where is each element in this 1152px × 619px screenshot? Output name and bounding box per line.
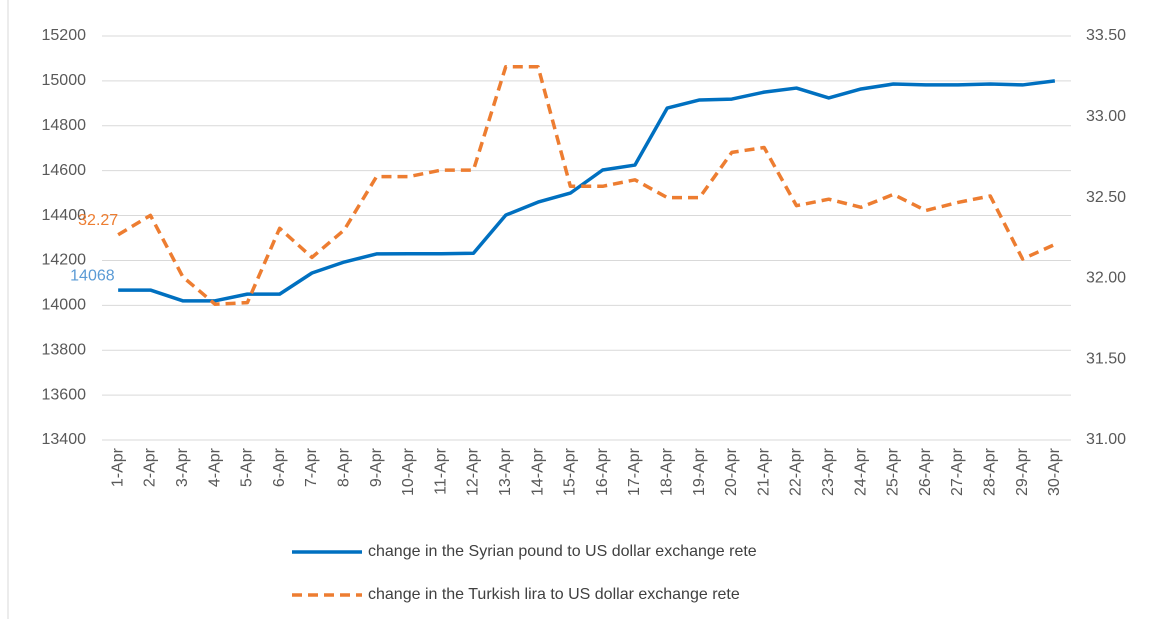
y-tick-label: 15000 [42,72,87,89]
y2-tick-label: 32.00 [1086,270,1126,287]
x-tick-label: 17-Apr [626,447,643,496]
legend-label: change in the Syrian pound to US dollar … [368,543,757,560]
series-line [118,79,1056,303]
y-tick-label: 13600 [42,386,87,403]
legend-label: change in the Turkish lira to US dollar … [368,586,740,603]
x-tick-label: 12-Apr [465,447,482,496]
x-tick-label: 16-Apr [594,447,611,496]
x-tick-label: 22-Apr [788,447,805,496]
x-tick-label: 18-Apr [658,447,675,496]
y-tick-label: 14800 [42,117,87,134]
y-tick-label: 14400 [42,207,87,224]
data-label: 32.27 [78,212,118,229]
x-tick-label: 25-Apr [885,447,902,496]
y2-tick-label: 31.00 [1086,431,1126,448]
x-tick-label: 23-Apr [820,447,837,496]
y-tick-label: 14000 [42,297,87,314]
x-tick-label: 8-Apr [335,447,352,487]
x-tick-label: 11-Apr [432,447,449,495]
x-tick-label: 6-Apr [271,447,288,487]
x-tick-label: 3-Apr [174,447,191,487]
x-tick-label: 13-Apr [497,447,514,496]
x-tick-label: 9-Apr [368,447,385,487]
x-tick-label: 5-Apr [239,447,256,487]
y-tick-label: 13400 [42,431,87,448]
x-tick-label: 2-Apr [142,447,159,487]
x-tick-label: 14-Apr [529,447,546,496]
x-tick-label: 28-Apr [981,447,998,496]
y2-tick-label: 31.50 [1086,350,1126,367]
x-tick-label: 30-Apr [1046,447,1063,496]
x-tick-label: 19-Apr [691,447,708,496]
x-tick-label: 26-Apr [917,447,934,496]
x-tick-label: 10-Apr [400,447,417,496]
x-tick-label: 21-Apr [755,447,772,496]
y2-tick-label: 33.50 [1086,27,1126,44]
x-tick-label: 4-Apr [206,447,223,487]
x-tick-label: 15-Apr [562,447,579,496]
y2-tick-label: 32.50 [1086,189,1126,206]
x-tick-label: 24-Apr [852,447,869,496]
y-tick-label: 13800 [42,341,87,358]
series-line [117,64,1056,307]
y-tick-label: 14600 [42,162,87,179]
y-tick-label: 15200 [42,27,87,44]
x-tick-label: 7-Apr [303,447,320,487]
x-tick-label: 27-Apr [949,447,966,496]
x-tick-label: 20-Apr [723,447,740,496]
x-tick-label: 29-Apr [1014,447,1031,496]
y2-tick-label: 33.00 [1086,108,1126,125]
data-label: 14068 [70,267,115,284]
x-tick-label: 1-Apr [109,447,126,487]
y-tick-label: 14200 [42,252,87,269]
